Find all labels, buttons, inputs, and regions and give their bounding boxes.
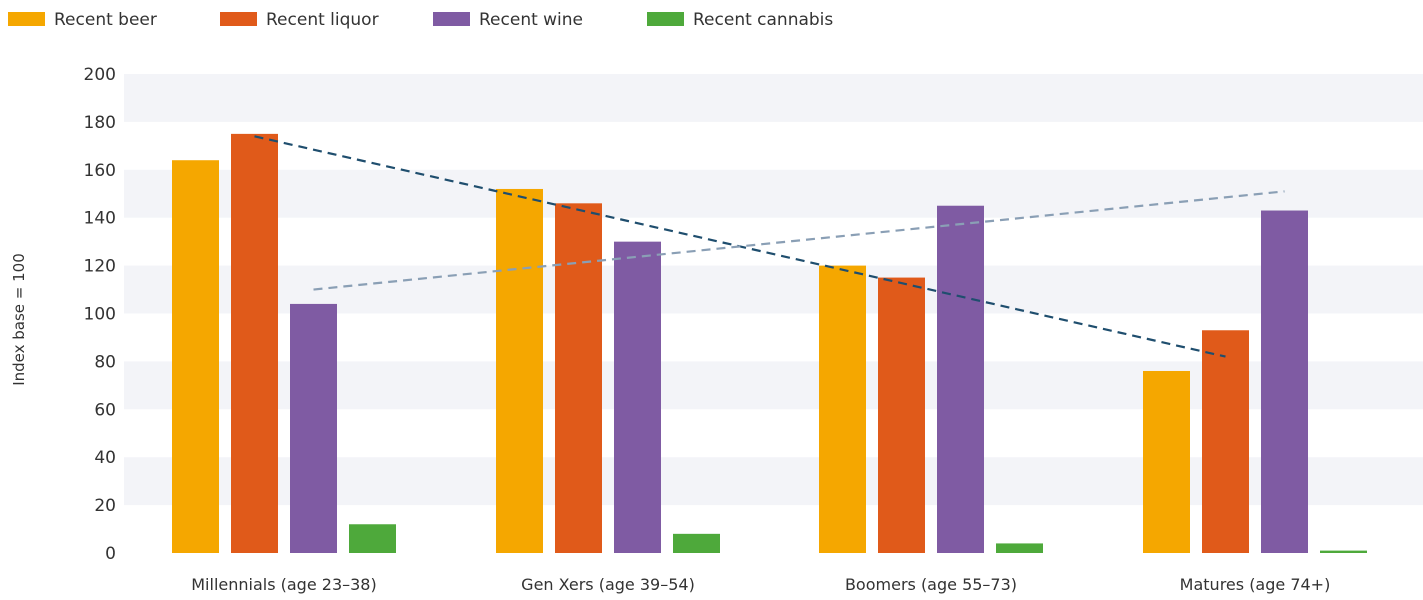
y-tick-label: 40 [94,448,116,468]
legend-item: Recent beer [8,10,157,30]
grid-band [124,74,1423,122]
legend-swatch [8,12,45,26]
legend-item: Recent liquor [220,10,379,30]
bar-recent-cannabis [349,524,396,553]
bar-recent-liquor [878,277,925,553]
x-category-label: Boomers (age 55–73) [845,575,1017,594]
bar-recent-beer [819,265,866,553]
x-axis-labels: Millennials (age 23–38) Gen Xers (age 39–… [191,575,1330,594]
y-tick-label: 20 [94,496,116,516]
bar-recent-cannabis [673,533,720,553]
y-tick-label: 0 [105,544,116,564]
y-tick-label: 140 [84,209,116,229]
y-tick-label: 80 [94,352,116,372]
y-tick-label: 60 [94,400,116,420]
trendlines [254,135,1285,358]
grid-band [124,169,1423,218]
trendline-recent-wine [313,190,1285,291]
x-category-label: Gen Xers (age 39–54) [521,575,695,594]
grid-band [124,265,1423,314]
legend: Recent beer Recent liquor Recent wine Recen… [8,10,833,30]
y-tick-label: 200 [84,65,116,85]
bar-recent-cannabis [1320,550,1367,553]
y-tick-label: 160 [84,161,116,181]
bar-recent-liquor [1202,330,1249,553]
y-axis-ticks: 0 20 40 60 80 100 120 140 160 180 200 [84,65,116,564]
bar-recent-beer [1143,370,1190,553]
bar-recent-beer [172,160,219,553]
legend-item: Recent cannabis [647,10,833,30]
legend-label: Recent cannabis [693,10,833,30]
y-tick-label: 180 [84,113,116,133]
bar-recent-wine [290,303,337,553]
legend-swatch [647,12,684,26]
y-axis-title: Index base = 100 [10,253,28,386]
bar-recent-liquor [231,133,278,553]
bars [172,133,1367,553]
x-category-label: Millennials (age 23–38) [191,575,376,594]
bar-recent-beer [496,188,543,553]
bar-recent-wine [937,205,984,553]
legend-swatch [433,12,470,26]
y-tick-label: 100 [84,305,116,325]
x-category-label: Matures (age 74+) [1180,575,1331,594]
bar-recent-wine [1261,210,1308,553]
bar-recent-liquor [555,203,602,553]
bar-recent-wine [614,241,661,553]
legend-item: Recent wine [433,10,583,30]
y-tick-label: 120 [84,257,116,277]
legend-swatch [220,12,257,26]
legend-label: Recent beer [54,10,157,30]
legend-label: Recent liquor [266,10,379,30]
bar-recent-cannabis [996,543,1043,553]
legend-label: Recent wine [479,10,583,30]
